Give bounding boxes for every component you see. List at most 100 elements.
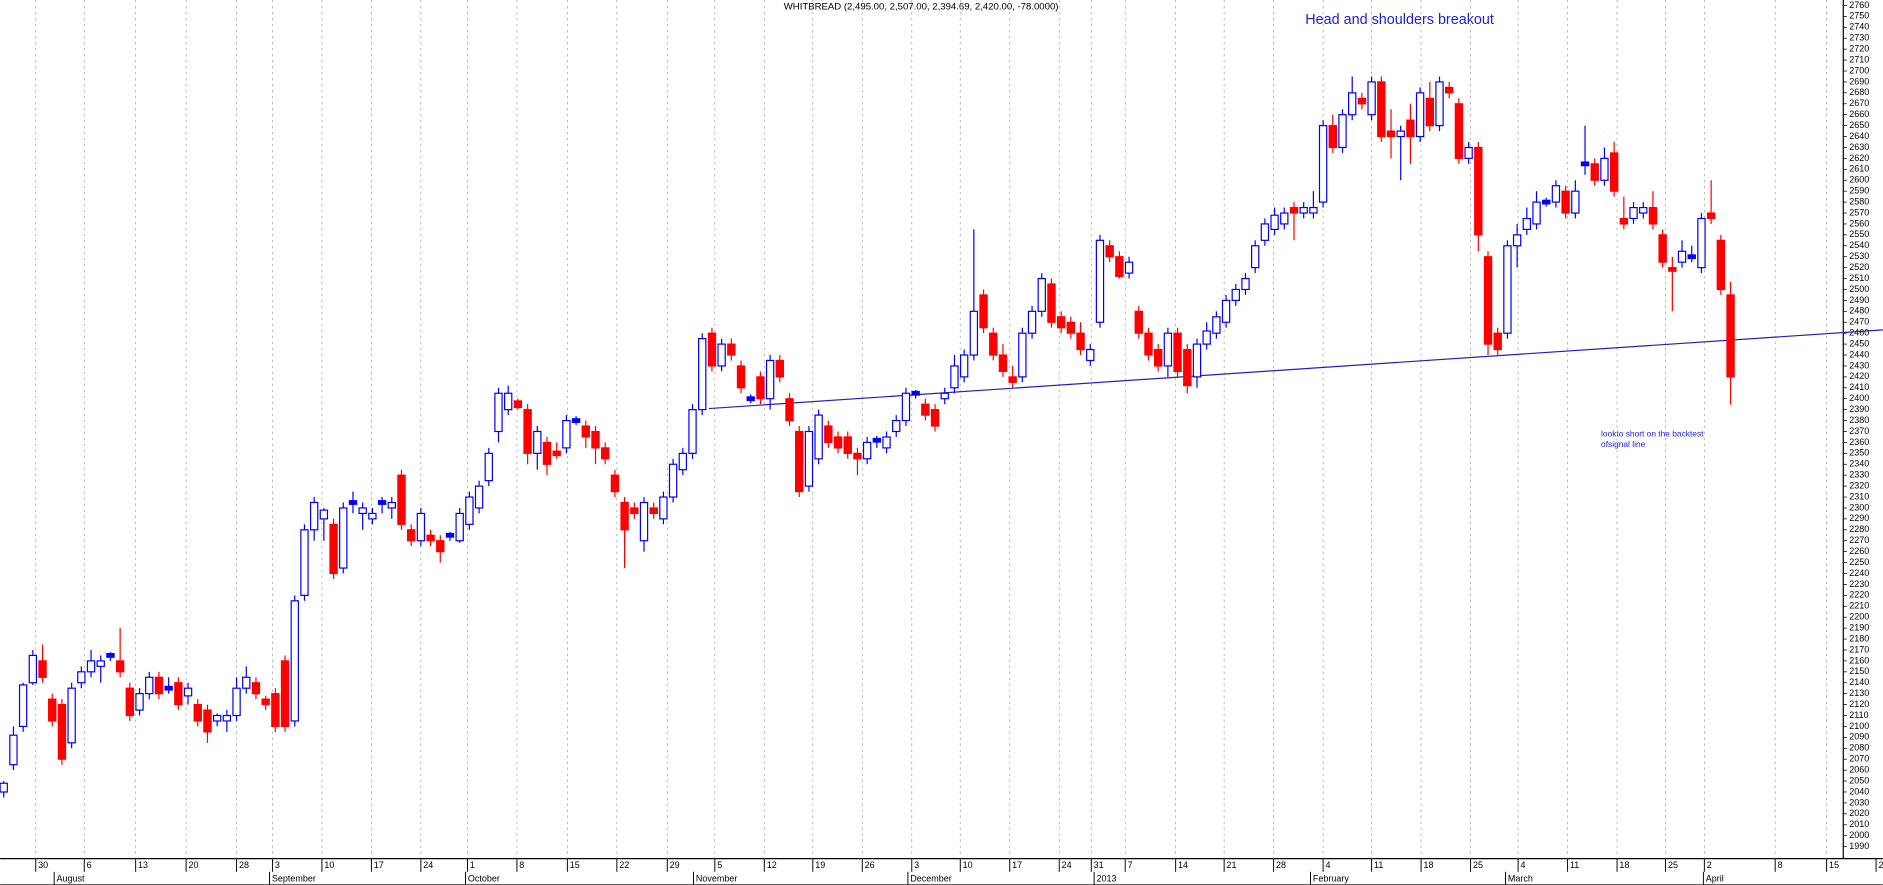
candle-body bbox=[1250, 245, 1260, 269]
x-tick-label: 10 bbox=[963, 860, 973, 870]
candle-body bbox=[339, 507, 348, 569]
candle-body bbox=[1648, 206, 1658, 225]
candle-body bbox=[969, 310, 979, 356]
candle-body bbox=[397, 474, 406, 525]
candle-body bbox=[494, 392, 503, 433]
candle-body bbox=[242, 676, 251, 689]
y-tick-label: 2310 bbox=[1849, 491, 1869, 501]
y-tick-label: 2270 bbox=[1849, 535, 1869, 545]
candle-body bbox=[222, 714, 232, 722]
candle-body bbox=[406, 529, 416, 542]
y-tick-label: 2180 bbox=[1849, 633, 1869, 643]
candle-body bbox=[426, 534, 435, 542]
candle-body bbox=[1532, 201, 1541, 225]
candle-body bbox=[300, 529, 309, 596]
candle-body bbox=[698, 338, 707, 411]
candle-body bbox=[795, 430, 804, 493]
candle-body bbox=[1280, 212, 1289, 225]
x-tick-label: 25 bbox=[1668, 860, 1678, 870]
candle-body bbox=[998, 354, 1008, 373]
candle-body bbox=[533, 430, 542, 454]
candle-body bbox=[1474, 146, 1483, 236]
x-tick-label: 24 bbox=[423, 860, 433, 870]
x-tick-label: 18 bbox=[1423, 860, 1433, 870]
candle-body bbox=[1639, 206, 1648, 214]
y-tick-label: 2050 bbox=[1849, 775, 1869, 785]
candle-body bbox=[1590, 163, 1599, 181]
y-tick-label: 2080 bbox=[1849, 743, 1869, 753]
x-tick-label: 31 bbox=[1094, 860, 1104, 870]
candle-body bbox=[765, 359, 775, 400]
y-tick-label: 2120 bbox=[1849, 699, 1869, 709]
candle-body bbox=[785, 398, 794, 422]
y-tick-label: 2520 bbox=[1849, 262, 1869, 272]
y-tick-label: 2200 bbox=[1849, 612, 1869, 622]
candle-body bbox=[736, 365, 746, 389]
candle-body bbox=[1377, 81, 1386, 138]
month-label: February bbox=[1313, 873, 1349, 883]
y-tick-label: 2160 bbox=[1849, 655, 1869, 665]
x-tick-label: 29 bbox=[670, 860, 680, 870]
candle-body bbox=[1396, 130, 1405, 138]
candle-body bbox=[1270, 214, 1279, 231]
y-tick-label: 2020 bbox=[1849, 808, 1869, 818]
candle-body bbox=[911, 390, 920, 396]
candle-body bbox=[843, 436, 852, 454]
y-tick-label: 2140 bbox=[1849, 677, 1869, 687]
y-tick-label: 2240 bbox=[1849, 568, 1869, 578]
candle-body bbox=[309, 501, 319, 531]
y-tick-label: 2010 bbox=[1849, 819, 1869, 829]
candle-body bbox=[1542, 199, 1551, 205]
candle-body bbox=[1173, 332, 1182, 373]
y-tick-label: 2250 bbox=[1849, 557, 1869, 567]
y-tick-label: 2290 bbox=[1849, 513, 1869, 523]
candle-body bbox=[1047, 283, 1056, 323]
y-tick-label: 2360 bbox=[1849, 437, 1869, 447]
x-tick-label: 4 bbox=[1520, 860, 1525, 870]
month-label: December bbox=[910, 873, 951, 883]
month-label: March bbox=[1508, 873, 1533, 883]
y-tick-label: 2480 bbox=[1849, 306, 1869, 316]
candle-body bbox=[659, 496, 668, 520]
candle-body bbox=[1212, 316, 1221, 334]
candle-body bbox=[465, 496, 474, 525]
candle-body bbox=[212, 714, 222, 722]
candle-body bbox=[154, 676, 164, 695]
candle-body bbox=[1037, 277, 1046, 312]
x-tick-label: 1 bbox=[470, 860, 475, 870]
candle-body bbox=[1338, 114, 1347, 149]
x-tick-label: 11 bbox=[1374, 860, 1383, 870]
y-tick-label: 2680 bbox=[1849, 87, 1869, 97]
candle-body bbox=[1153, 348, 1163, 367]
x-tick-label: 19 bbox=[815, 860, 825, 870]
candle-body bbox=[96, 660, 105, 667]
candle-body bbox=[1386, 130, 1396, 138]
month-label: 2013 bbox=[1097, 873, 1117, 883]
candle-body bbox=[0, 782, 8, 793]
annotation: Head and shoulders breakout bbox=[1305, 12, 1494, 28]
candle-body bbox=[1697, 217, 1706, 269]
x-tick-label: 8 bbox=[519, 860, 524, 870]
month-label: August bbox=[57, 873, 85, 883]
x-tick-label: 15 bbox=[1829, 860, 1839, 870]
candle-body bbox=[562, 419, 571, 449]
y-tick-label: 2190 bbox=[1849, 622, 1869, 632]
candle-body bbox=[930, 409, 940, 427]
candle-body bbox=[1115, 256, 1124, 277]
candle-body bbox=[174, 682, 183, 706]
y-tick-label: 2540 bbox=[1849, 240, 1869, 250]
candle-body bbox=[1629, 206, 1638, 220]
candle-body bbox=[1163, 332, 1173, 367]
candle-body bbox=[1027, 310, 1037, 334]
candle-body bbox=[193, 703, 202, 722]
candle-body bbox=[1406, 119, 1415, 138]
y-tick-label: 2530 bbox=[1849, 251, 1869, 261]
candle-body bbox=[1008, 376, 1017, 383]
candle-body bbox=[1357, 97, 1367, 105]
candle-body bbox=[57, 703, 67, 760]
candle-body bbox=[853, 452, 862, 460]
candle-body bbox=[1619, 217, 1629, 225]
y-tick-label: 2660 bbox=[1849, 109, 1869, 119]
y-tick-label: 2000 bbox=[1849, 830, 1869, 840]
